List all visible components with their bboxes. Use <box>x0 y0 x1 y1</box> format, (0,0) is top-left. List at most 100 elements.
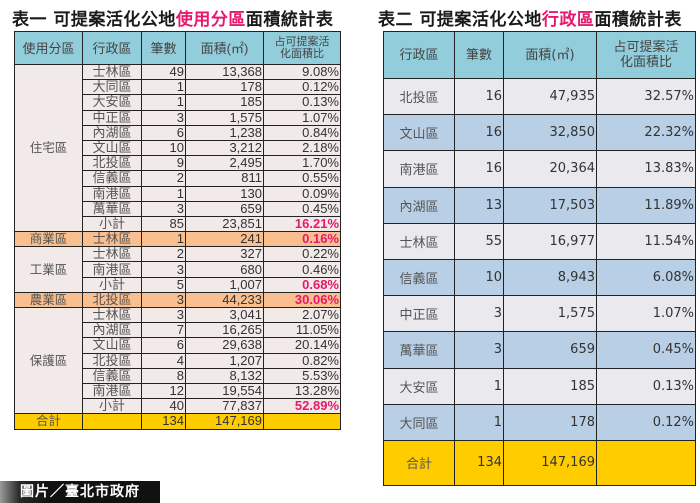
ratio-cell: 0.13% <box>263 94 341 111</box>
area-cell: 44,233 <box>185 291 264 309</box>
district-cell: 大同區 <box>383 403 455 441</box>
district-cell: 內湖區 <box>82 322 142 339</box>
count-cell: 1 <box>454 403 504 441</box>
table1-title: 表一 可提案活化公地使用分區面積統計表 <box>12 5 333 30</box>
table2-title: 表二 可提案活化公地行政區面積統計表 <box>378 5 682 30</box>
table1-title-highlight: 使用分區 <box>175 10 246 30</box>
district-cell: 北投區 <box>383 77 455 116</box>
subtotal-row: 小計 5 1,007 0.68% <box>15 276 341 293</box>
area-cell: 1,007 <box>185 276 264 293</box>
count-cell: 2 <box>141 246 186 263</box>
area-cell: 13,368 <box>185 63 264 81</box>
table-row: 信義區 8 8,132 5.53% <box>15 367 341 384</box>
total-count: 134 <box>141 413 186 430</box>
table-row: 內湖區 13 17,503 11.89% <box>383 186 696 224</box>
area-cell: 178 <box>503 403 597 441</box>
count-cell: 2 <box>141 170 186 187</box>
count-cell: 16 <box>454 114 504 152</box>
ratio-cell: 20.14% <box>263 337 341 354</box>
table-row: 萬華區 3 659 0.45% <box>383 331 696 369</box>
zoning-residential: 住宅區 <box>14 63 83 233</box>
ratio-cell: 1.70% <box>263 155 341 172</box>
table-row: 中正區 3 1,575 1.07% <box>383 295 696 333</box>
table2-title-prefix: 表二 可提案活化公地 <box>378 10 542 30</box>
district-cell: 信義區 <box>82 367 142 384</box>
table-row: 南港區 3 680 0.46% <box>15 261 341 278</box>
table-row: 大同區 1 178 0.12% <box>383 403 696 441</box>
table1-title-suffix: 面積統計表 <box>245 10 334 30</box>
count-cell: 5 <box>141 276 186 293</box>
ratio-cell: 30.06% <box>263 291 341 309</box>
count-cell: 1 <box>141 231 186 248</box>
table-row: 南港區 12 19,554 13.28% <box>15 382 341 400</box>
count-cell: 16 <box>454 150 504 188</box>
ratio-cell: 0.46% <box>263 261 341 278</box>
area-cell: 20,364 <box>503 150 597 188</box>
district-cell: 信義區 <box>383 258 455 297</box>
count-cell: 8 <box>141 367 186 384</box>
ratio-cell: 0.55% <box>263 170 341 187</box>
area-cell: 1,207 <box>185 352 264 369</box>
header-ratio-line2: 化面積比 <box>619 55 672 70</box>
area-cell: 659 <box>185 200 264 217</box>
total-area: 147,169 <box>503 439 597 486</box>
count-cell: 12 <box>141 382 186 400</box>
district-cell: 士林區 <box>82 63 142 81</box>
header-ratio-line1: 占可提案活 <box>274 36 330 48</box>
count-cell: 49 <box>141 63 186 81</box>
district-cell: 萬華區 <box>82 200 142 217</box>
table-row: 文山區 16 32,850 22.32% <box>383 114 696 152</box>
area-cell: 185 <box>503 367 597 405</box>
district-cell: 士林區 <box>383 222 455 260</box>
ratio-cell: 13.83% <box>596 150 696 188</box>
count-cell: 10 <box>141 139 186 157</box>
area-cell: 2,495 <box>185 155 264 172</box>
district-cell: 南港區 <box>82 382 142 400</box>
ratio-cell: 5.53% <box>263 367 341 384</box>
subtotal-label: 小計 <box>82 215 142 233</box>
area-cell: 23,851 <box>185 215 264 233</box>
header-ratio: 占可提案活 化面積比 <box>596 31 696 79</box>
area-cell: 8,943 <box>503 258 597 297</box>
count-cell: 55 <box>454 222 504 260</box>
count-cell: 3 <box>141 306 186 324</box>
count-cell: 3 <box>141 261 186 278</box>
ratio-cell: 0.45% <box>596 331 696 369</box>
district-cell: 南港區 <box>82 185 142 202</box>
header-ratio-line1: 占可提案活 <box>613 40 679 55</box>
table-row: 商業區 士林區 1 241 0.16% <box>14 231 341 248</box>
total-row: 合計 134 147,169 <box>14 413 341 430</box>
area-cell: 3,212 <box>185 139 264 157</box>
area-cell: 16,977 <box>503 222 597 260</box>
district-cell: 文山區 <box>383 114 455 152</box>
zoning-agricultural: 農業區 <box>14 291 83 309</box>
zoning-industrial: 工業區 <box>14 246 83 293</box>
empty-cell <box>82 413 142 430</box>
area-cell: 8,132 <box>185 367 264 384</box>
district-cell: 南港區 <box>82 261 142 278</box>
area-cell: 3,041 <box>185 306 264 324</box>
ratio-cell: 2.18% <box>263 139 341 157</box>
table-row: 住宅區 士林區 49 13,368 9.08% <box>14 63 341 233</box>
header-district: 行政區 <box>82 31 142 65</box>
district-area-table: 行政區 筆數 面積(㎡) 占可提案活 化面積比 北投區 16 47,935 32.… <box>383 31 696 486</box>
zoning-commercial: 商業區 <box>14 231 83 248</box>
total-count: 134 <box>454 439 504 486</box>
area-cell: 130 <box>185 185 264 202</box>
table-row: 大安區 1 185 0.13% <box>383 367 696 405</box>
district-cell: 大同區 <box>82 79 142 96</box>
count-cell: 9 <box>141 155 186 172</box>
area-cell: 29,638 <box>185 337 264 354</box>
ratio-cell: 1.07% <box>263 109 341 126</box>
ratio-cell: 11.89% <box>596 186 696 224</box>
count-cell: 4 <box>141 352 186 369</box>
image-credit: 圖片／臺北市政府 <box>0 481 160 503</box>
ratio-cell: 2.07% <box>263 306 341 324</box>
subtotal-label: 小計 <box>82 398 142 415</box>
district-cell: 文山區 <box>82 337 142 354</box>
zoning-area-table: 使用分區 行政區 筆數 面積(㎡) 占可提案活 化面積比 住宅區 士林區 49 1… <box>14 31 341 430</box>
area-cell: 811 <box>185 170 264 187</box>
table-row: 工業區 士林區 2 327 0.22% <box>14 246 341 293</box>
ratio-cell: 0.84% <box>263 124 341 141</box>
ratio-cell: 52.89% <box>263 398 341 415</box>
